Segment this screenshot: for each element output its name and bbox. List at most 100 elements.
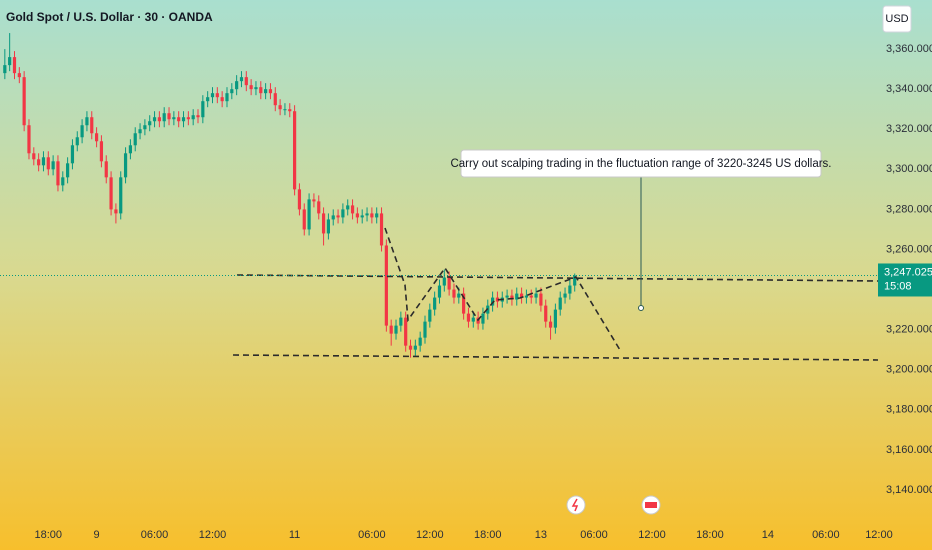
last-price-tag (878, 263, 932, 297)
candle-body (278, 105, 282, 110)
x-tick-label: 13 (535, 529, 547, 541)
candle-body (210, 93, 215, 98)
candle-body (360, 215, 364, 218)
candle-body (568, 285, 572, 294)
candle-body (268, 89, 273, 94)
x-tick-label: 06:00 (141, 529, 169, 541)
candle-body (66, 163, 70, 178)
candle-body (317, 201, 321, 214)
candle-body (138, 129, 142, 134)
candle-body (119, 177, 123, 214)
candle-body (3, 65, 7, 74)
plot (3, 33, 577, 358)
countdown-label: 15:08 (884, 280, 912, 292)
candle-body (529, 295, 533, 298)
y-tick-label: 3,260.000 (886, 243, 932, 255)
candle-body (12, 57, 17, 74)
candle-body (481, 313, 485, 324)
candle-body (336, 215, 340, 218)
candle-body (148, 121, 152, 126)
callout-box (460, 149, 822, 178)
candle-body (534, 293, 538, 298)
x-tick-label: 06:00 (812, 529, 840, 541)
y-tick-label: 3,320.000 (886, 123, 932, 135)
candle-body (495, 297, 500, 302)
y-tick-label: 3,280.000 (886, 203, 932, 215)
candle-body (215, 93, 219, 98)
candle-body (283, 109, 287, 111)
candle-body (341, 209, 345, 218)
candle-body (99, 141, 104, 162)
candle-body (114, 209, 118, 214)
candle-body (191, 115, 195, 120)
candle-body (302, 209, 306, 230)
candle-body (94, 133, 99, 142)
candle-body (524, 295, 529, 298)
candle-body (143, 125, 147, 130)
candle-body (181, 117, 186, 122)
y-tick-label: 3,300.000 (886, 163, 932, 175)
zigzag-path (384, 227, 621, 351)
candle-body (104, 161, 108, 178)
candle-body (544, 305, 548, 322)
candle-body (404, 317, 408, 346)
candle-body (350, 205, 355, 214)
candle-body (90, 117, 94, 134)
y-tick-label: 3,220.000 (886, 324, 932, 336)
y-tick-label: 3,180.000 (886, 404, 932, 416)
candle-body (462, 293, 466, 314)
x-tick-label: 06:00 (580, 529, 608, 541)
candle-body (346, 205, 350, 210)
y-tick-label: 3,140.000 (886, 484, 932, 496)
event-icon[interactable] (566, 495, 586, 515)
candle-body (22, 77, 26, 126)
candle-body (128, 145, 132, 154)
currency-box[interactable] (882, 5, 912, 33)
candle-body (553, 309, 557, 328)
y-tick-label: 3,360.000 (886, 43, 932, 55)
candle-body (75, 137, 79, 146)
callout-text: Carry out scalping trading in the fluctu… (450, 158, 831, 170)
x-tick-label: 12:00 (865, 529, 893, 541)
x-tick-label: 9 (94, 529, 100, 541)
x-tick-label: 12:00 (199, 529, 227, 541)
candle-body (563, 293, 567, 298)
candle-body (17, 73, 21, 78)
candle-body (41, 157, 46, 166)
candle-body (399, 317, 403, 326)
y-tick-label: 3,340.000 (886, 83, 932, 95)
resistance-line (236, 274, 879, 282)
candle-body (292, 111, 297, 190)
candle-body (515, 293, 519, 300)
currency-label: USD (885, 13, 908, 25)
x-tick-label: 18:00 (474, 529, 502, 541)
candle-body (225, 93, 229, 102)
candle-body (384, 245, 388, 326)
candle-body (239, 77, 244, 82)
candle-body (273, 93, 277, 106)
candle-body (230, 89, 234, 94)
candle-body (186, 117, 190, 120)
candle-body (206, 97, 210, 102)
callout-anchor (638, 305, 644, 311)
candle-body (331, 215, 335, 220)
candle-body (355, 213, 359, 218)
candle-body (379, 213, 384, 246)
candle-body (321, 213, 326, 234)
candle-body (457, 293, 461, 298)
candle-body (56, 161, 60, 186)
x-tick-label: 18:00 (696, 529, 724, 541)
x-tick-label: 11 (289, 529, 300, 541)
candle-body (288, 109, 292, 112)
candle-body (162, 113, 166, 122)
candle-body (254, 87, 258, 90)
candle-body (152, 117, 157, 122)
candle-body (157, 117, 161, 122)
candle-body (235, 81, 239, 90)
candle-body (548, 321, 553, 328)
candle-body (46, 157, 50, 170)
y-tick-label: 3,160.000 (886, 444, 932, 456)
candle-body (447, 277, 451, 290)
candle-body (471, 317, 475, 322)
